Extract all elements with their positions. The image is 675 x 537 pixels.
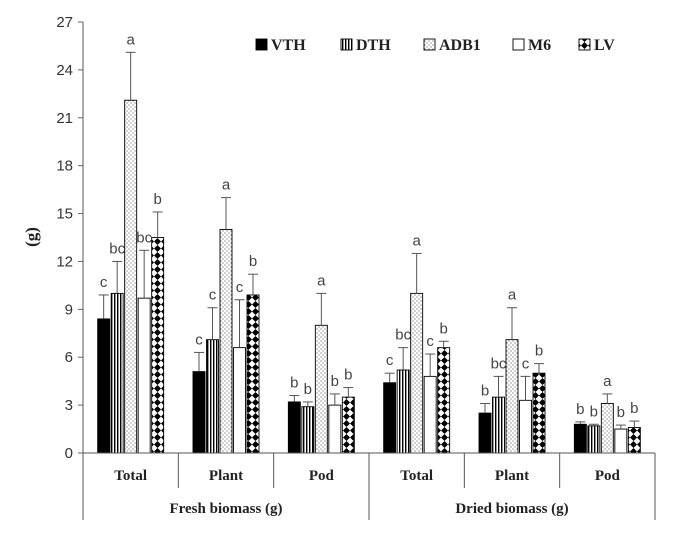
- significance-label: a: [222, 177, 231, 194]
- significance-label: c: [386, 352, 394, 369]
- bar-lv: [532, 372, 546, 454]
- significance-label: a: [603, 373, 612, 390]
- bar-vth: [478, 412, 492, 454]
- y-tick-label: 18: [56, 158, 73, 175]
- bar-m6: [233, 347, 246, 454]
- legend-swatch-vth: [255, 38, 268, 51]
- y-tick-label: 24: [56, 62, 73, 79]
- significance-label: c: [209, 287, 217, 304]
- group-label: Fresh biomass (g): [169, 501, 282, 517]
- legend-label-lv: LV: [594, 37, 615, 54]
- bar-dth: [492, 396, 505, 454]
- bar-m6: [137, 297, 151, 454]
- significance-label: c: [522, 355, 530, 372]
- legend-label-m6: M6: [528, 37, 551, 54]
- bar-adb1: [410, 292, 424, 454]
- bar-vth: [383, 382, 397, 454]
- bar-m6: [423, 375, 437, 454]
- bar-adb1: [505, 339, 519, 454]
- bar-lv: [437, 347, 451, 454]
- y-tick-label: 21: [56, 110, 73, 127]
- y-axis-ticks: 0 3 6 9 12 15 18 21 24 27: [56, 14, 83, 462]
- y-tick-label: 0: [65, 445, 73, 462]
- significance-label: a: [126, 31, 135, 48]
- bar-vth: [573, 423, 587, 454]
- bar-vth: [287, 401, 301, 454]
- bar-vth: [192, 371, 206, 454]
- bar-lv: [627, 427, 641, 454]
- y-tick-label: 12: [56, 253, 73, 270]
- significance-label: c: [236, 279, 244, 296]
- legend-label-adb1: ADB1: [439, 37, 481, 54]
- significance-label: a: [317, 272, 326, 289]
- bar-adb1: [600, 403, 614, 454]
- significance-label: b: [249, 253, 257, 270]
- y-tick-label: 9: [65, 301, 73, 318]
- bar-adb1: [124, 99, 138, 454]
- legend: VTH DTH ADB1 M6 LV: [255, 37, 615, 54]
- significance-label: b: [535, 343, 543, 360]
- bar-vth: [97, 318, 111, 454]
- significance-label: bc: [109, 240, 125, 257]
- legend-label-dth: DTH: [356, 37, 391, 54]
- legend-swatch-lv: [578, 38, 591, 51]
- bar-dth: [301, 406, 315, 454]
- category-label: Pod: [309, 468, 335, 484]
- significance-label: a: [508, 287, 517, 304]
- bar-m6: [519, 399, 532, 454]
- y-tick-label: 3: [65, 397, 73, 414]
- significance-label: c: [100, 274, 108, 291]
- bar-dth: [587, 425, 601, 454]
- significance-label: b: [576, 401, 584, 418]
- significance-label: b: [153, 191, 161, 208]
- category-label: Plant: [495, 468, 529, 484]
- legend-swatch-m6: [512, 38, 525, 51]
- axes-layer: Total Plant Pod Total Plant Pod Fresh biomass …: [82, 22, 656, 520]
- significance-label: b: [630, 400, 638, 417]
- significance-label: b: [481, 383, 489, 400]
- significance-label: b: [590, 403, 598, 420]
- group-label: Dried biomass (g): [455, 501, 568, 517]
- y-tick-label: 27: [56, 14, 73, 31]
- significance-label: b: [344, 367, 352, 384]
- significance-label: bc: [136, 229, 152, 246]
- legend-swatch-adb1: [423, 38, 436, 51]
- category-label: Plant: [209, 468, 243, 484]
- category-label: Pod: [595, 468, 621, 484]
- category-label: Total: [114, 468, 147, 484]
- bar-dth: [396, 369, 410, 454]
- y-tick-label: 6: [65, 349, 73, 366]
- significance-label: b: [617, 404, 625, 421]
- bar-m6: [328, 404, 342, 454]
- significance-label: a: [412, 232, 421, 249]
- bar-adb1: [219, 229, 233, 454]
- bar-adb1: [314, 324, 328, 454]
- bar-lv: [151, 237, 165, 454]
- significance-label: c: [426, 333, 434, 350]
- bar-m6: [614, 428, 628, 454]
- significance-label: bc: [491, 355, 507, 372]
- legend-swatch-dth: [340, 38, 353, 51]
- significance-label: c: [195, 331, 203, 348]
- legend-label-vth: VTH: [271, 37, 306, 54]
- significance-label: b: [304, 381, 312, 398]
- y-tick-label: 15: [56, 206, 73, 223]
- significance-label: bc: [395, 327, 411, 344]
- bar-lv: [341, 396, 355, 454]
- category-label: Total: [400, 468, 433, 484]
- significance-label: b: [331, 373, 339, 390]
- significance-label: b: [290, 375, 298, 392]
- bar-dth: [110, 292, 124, 454]
- significance-label: b: [439, 320, 447, 337]
- y-axis-label: (g): [22, 227, 41, 247]
- bar-lv: [246, 294, 260, 454]
- bar-dth: [206, 339, 219, 454]
